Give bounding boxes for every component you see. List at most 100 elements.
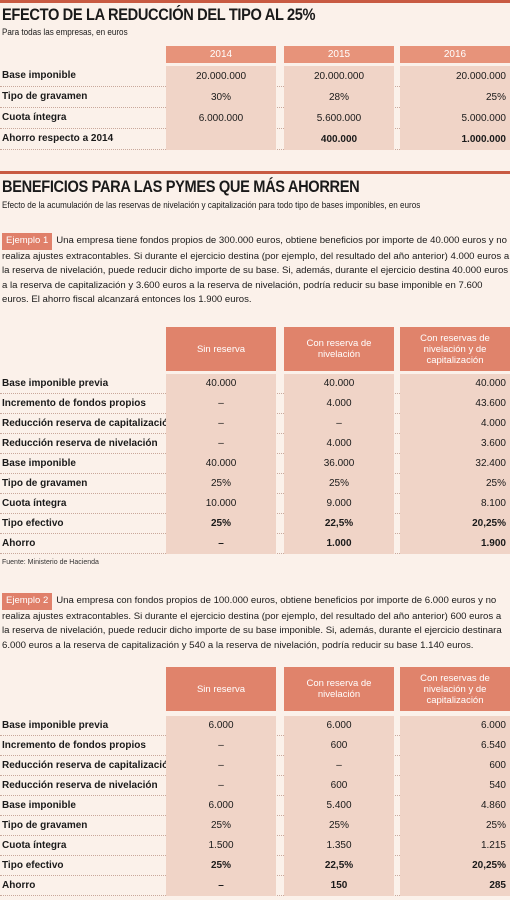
cell-value: 4.860 [480, 800, 506, 811]
table-cell: 10.000 [166, 494, 276, 514]
table-cell: 20,25% [400, 856, 510, 876]
table-row: Tipo de gravamen 25% 25% 25% [0, 474, 510, 494]
table-cell: 600 [284, 736, 394, 756]
cell-value: 600 [330, 740, 348, 751]
table-cell: 25% [166, 514, 276, 534]
cell-value: 20.000.000 [195, 71, 247, 82]
top-rule [0, 0, 510, 3]
cell-value: 6.000.000 [198, 113, 244, 124]
year-header-2015: 2015 [284, 46, 394, 63]
table-cell: 600 [284, 776, 394, 796]
table-row: Reducción reserva de capitalización – – 600 [0, 756, 510, 776]
header2-reserva-nivelacion: Con reserva de nivelación [284, 667, 394, 711]
table-cell: – [166, 756, 276, 776]
row-label: Tipo efectivo [2, 518, 64, 529]
row-label: Reducción reserva de capitalización [2, 418, 175, 429]
table-row: Tipo efectivo 25% 22,5% 20,25% [0, 514, 510, 534]
row-label: Tipo efectivo [2, 860, 64, 871]
table-row: Cuota íntegra 1.500 1.350 1.215 [0, 836, 510, 856]
table-cell: 540 [400, 776, 510, 796]
cell-value: 25% [210, 860, 231, 871]
cell-value: 25% [485, 92, 506, 103]
row-label: Ahorro [2, 538, 36, 549]
table-cell: 25% [166, 474, 276, 494]
table-cell: 25% [284, 474, 394, 494]
table-cell: 25% [400, 474, 510, 494]
cell-value: 3.600 [480, 438, 506, 449]
table-row: Reducción reserva de nivelación – 4.000 3.6… [0, 434, 510, 454]
table-cell: 400.000 [284, 129, 394, 150]
section1-title: EFECTO DE LA REDUCCIÓN DEL TIPO AL 25% [2, 5, 316, 24]
cell-value: 6.540 [480, 740, 506, 751]
table-cell: 20.000.000 [166, 66, 276, 87]
table-cell: – [166, 776, 276, 796]
table-cell: 6.000.000 [166, 108, 276, 129]
cell-value: – [218, 780, 224, 791]
example1-paragraph: Ejemplo 1 Una empresa tiene fondos propio… [2, 233, 510, 308]
cell-value: – [218, 538, 224, 549]
cell-value: 540 [489, 780, 506, 791]
cell-value: – [218, 740, 224, 751]
table-row: Base imponible 20.000.000 20.000.000 20.000… [0, 66, 510, 87]
table-cell: – [284, 756, 394, 776]
table-cell: 4.000 [284, 394, 394, 414]
cell-value: 285 [489, 880, 506, 891]
table-cell: 6.000 [284, 716, 394, 736]
row-label: Ahorro respecto a 2014 [2, 133, 114, 144]
table-row: Cuota íntegra 10.000 9.000 8.100 [0, 494, 510, 514]
table-cell: 25% [166, 856, 276, 876]
cell-value: 6.000 [208, 800, 234, 811]
cell-value: 6.000 [208, 720, 234, 731]
example1-table: Base imponible previa 40.000 40.000 40.000 I… [0, 374, 510, 554]
cell-value: 8.100 [480, 498, 506, 509]
table-cell: 6.000 [166, 716, 276, 736]
table-cell: 3.600 [400, 434, 510, 454]
table-cell: 4.000 [400, 414, 510, 434]
cell-value: 25% [210, 820, 231, 831]
table-cell: 1.000.000 [400, 129, 510, 150]
example2-table: Base imponible previa 6.000 6.000 6.000 Incr… [0, 716, 510, 896]
cell-value: 25% [210, 518, 231, 529]
table-cell: – [166, 414, 276, 434]
table-cell: – [166, 434, 276, 454]
row-label: Tipo de gravamen [2, 91, 88, 102]
cell-value: 40.000 [475, 378, 506, 389]
cell-value: 22,5% [324, 860, 354, 871]
section2-subtitle: Efecto de la acumulación de las reservas… [2, 200, 421, 210]
cell-value: 1.900 [480, 538, 506, 549]
cell-value: 32.400 [475, 458, 506, 469]
cell-value: 28% [328, 92, 349, 103]
table-cell: 22,5% [284, 514, 394, 534]
cell-value: – [218, 438, 224, 449]
row-label: Tipo de gravamen [2, 478, 88, 489]
table-cell: 6.000 [400, 716, 510, 736]
cell-value: 1.000 [326, 538, 352, 549]
table-cell: 40.000 [166, 374, 276, 394]
table-cell: 8.100 [400, 494, 510, 514]
header2-reservas-nivelacion-capitalizacion: Con reservas de nivelación y de capitali… [400, 667, 510, 711]
row-label: Ahorro [2, 880, 36, 891]
cell-value: 4.000 [326, 398, 352, 409]
row-label: Incremento de fondos propios [2, 398, 146, 409]
table-cell: 28% [284, 87, 394, 108]
cell-value: 5.600.000 [316, 113, 362, 124]
header-sin-reserva: Sin reserva [166, 327, 276, 371]
cell-value: 25% [485, 820, 506, 831]
year-header-2014: 2014 [166, 46, 276, 63]
table-cell: – [166, 736, 276, 756]
cell-value: 6.000 [480, 720, 506, 731]
table-cell: – [166, 876, 276, 896]
cell-value: 1.215 [480, 840, 506, 851]
cell-value: 20.000.000 [313, 71, 365, 82]
cell-value: 22,5% [324, 518, 354, 529]
table-cell: 40.000 [284, 374, 394, 394]
table-cell: 1.000 [284, 534, 394, 554]
cell-value: 25% [328, 820, 349, 831]
table-cell: 1.350 [284, 836, 394, 856]
table-row: Base imponible 6.000 5.400 4.860 [0, 796, 510, 816]
table-cell: 285 [400, 876, 510, 896]
table-cell: – [166, 534, 276, 554]
cell-value: 43.600 [475, 398, 506, 409]
table-row: Cuota íntegra 6.000.000 5.600.000 5.000.000 [0, 108, 510, 129]
table-cell: 25% [400, 87, 510, 108]
